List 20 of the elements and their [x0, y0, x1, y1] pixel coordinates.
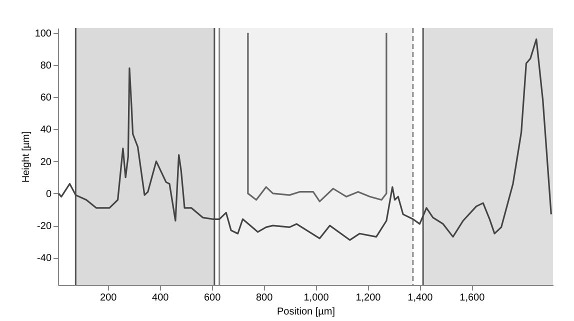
y-tick-label: 80: [40, 60, 52, 72]
y-tick-label: 60: [40, 92, 52, 104]
x-tick-label: 1,000: [304, 292, 330, 304]
x-axis-title: Position [µm]: [276, 306, 336, 318]
x-tick-label: 400: [152, 292, 170, 304]
x-tick-label: 800: [256, 292, 274, 304]
y-tick-label: -40: [37, 253, 52, 264]
line-series: [247, 32, 388, 202]
y-tick-label: 20: [40, 156, 52, 168]
x-tick-label: 1,600: [460, 292, 486, 304]
y-tick-label: -20: [37, 221, 52, 232]
line-series: [58, 38, 552, 241]
x-tick-label: 600: [204, 292, 222, 304]
y-axis-title: Height [µm]: [20, 131, 32, 183]
x-tick-label: 1,200: [356, 292, 382, 304]
x-tick-label: 1,400: [408, 292, 434, 304]
y-tick-label: 100: [34, 28, 52, 40]
y-tick-label: 40: [40, 124, 52, 136]
x-tick-label: 200: [100, 292, 118, 304]
y-tick-label: 0: [46, 188, 52, 200]
